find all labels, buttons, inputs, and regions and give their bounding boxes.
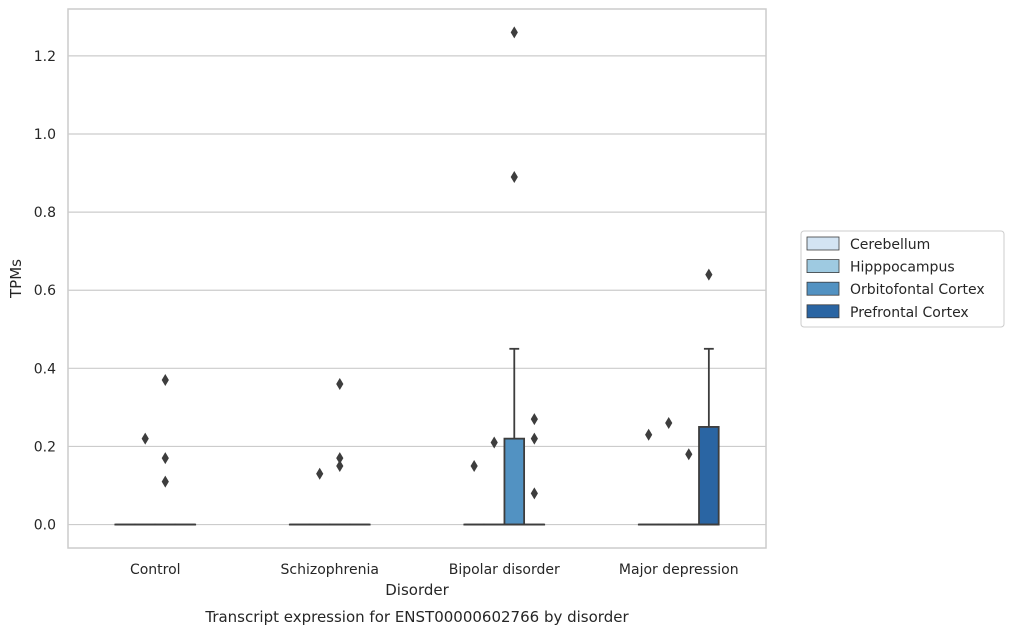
- legend-item: Orbitofontal Cortex: [806, 281, 985, 298]
- series-hipppocampus: [134, 417, 680, 526]
- legend-item: Cerebellum: [806, 236, 930, 253]
- legend-label: Hipppocampus: [850, 260, 955, 276]
- legend-swatch: [806, 281, 840, 296]
- outlier-point: [336, 452, 344, 465]
- chart-caption: Transcript expression for ENST0000060276…: [204, 608, 629, 626]
- y-axis-title: TPMs: [7, 259, 25, 299]
- series-cerebellum: [114, 428, 660, 526]
- x-tick-label: Schizophrenia: [281, 562, 379, 578]
- y-tick-label: 1.0: [34, 127, 56, 143]
- x-axis-ticks: Control Schizophrenia Bipolar disorder Majo…: [130, 562, 739, 578]
- grid-lines: [68, 55, 766, 526]
- outlier-point: [530, 413, 538, 426]
- outlier-point: [510, 26, 518, 39]
- legend-item: Hipppocampus: [806, 259, 955, 276]
- y-tick-label: 0.6: [34, 283, 56, 299]
- outlier-point: [470, 459, 478, 472]
- outlier-point: [336, 459, 344, 472]
- legend-swatch: [806, 236, 840, 251]
- legend-label: Orbitofontal Cortex: [850, 282, 985, 298]
- legend-frame: [800, 230, 1005, 328]
- legend-label: Cerebellum: [850, 237, 930, 253]
- y-tick-label: 0.4: [34, 361, 56, 377]
- y-tick-label: 1.2: [34, 49, 56, 65]
- legend-label: Prefrontal Cortex: [850, 305, 969, 321]
- outlier-point: [530, 487, 538, 500]
- outlier-point: [141, 432, 149, 445]
- legend: Cerebellum Hipppocampus Orbitofontal Corte…: [800, 230, 1005, 328]
- x-tick-label: Bipolar disorder: [449, 562, 560, 578]
- box-series: [114, 26, 720, 526]
- outlier-point: [161, 452, 169, 465]
- outlier-point: [530, 432, 538, 445]
- outlier-point: [161, 475, 169, 488]
- box: [698, 426, 720, 526]
- box: [503, 437, 526, 526]
- outlier-point: [161, 374, 169, 387]
- legend-items: Cerebellum Hipppocampus Orbitofontal Corte…: [806, 236, 985, 321]
- legend-item: Prefrontal Cortex: [806, 304, 969, 321]
- outlier-point: [336, 377, 344, 390]
- x-axis-title: Disorder: [385, 581, 449, 599]
- legend-swatch: [806, 259, 840, 274]
- outlier-point: [705, 268, 713, 281]
- outlier-point: [685, 448, 693, 461]
- outlier-point: [665, 417, 673, 430]
- series-orbitofontal-cortex: [154, 26, 700, 526]
- y-tick-label: 0.8: [34, 205, 56, 221]
- plot-area-frame: [67, 8, 767, 549]
- outlier-point: [490, 436, 498, 449]
- outlier-point: [510, 170, 518, 183]
- y-tick-label: 0.2: [34, 439, 56, 455]
- series-prefrontal-cortex: [174, 268, 720, 526]
- legend-swatch: [806, 304, 840, 319]
- outlier-point: [645, 428, 653, 441]
- y-axis-ticks: 0.0 0.2 0.4 0.6 0.8 1.0 1.2: [34, 49, 56, 534]
- x-tick-label: Major depression: [619, 562, 739, 578]
- outlier-point: [316, 467, 324, 480]
- y-tick-label: 0.0: [34, 518, 56, 534]
- x-tick-label: Control: [130, 562, 181, 578]
